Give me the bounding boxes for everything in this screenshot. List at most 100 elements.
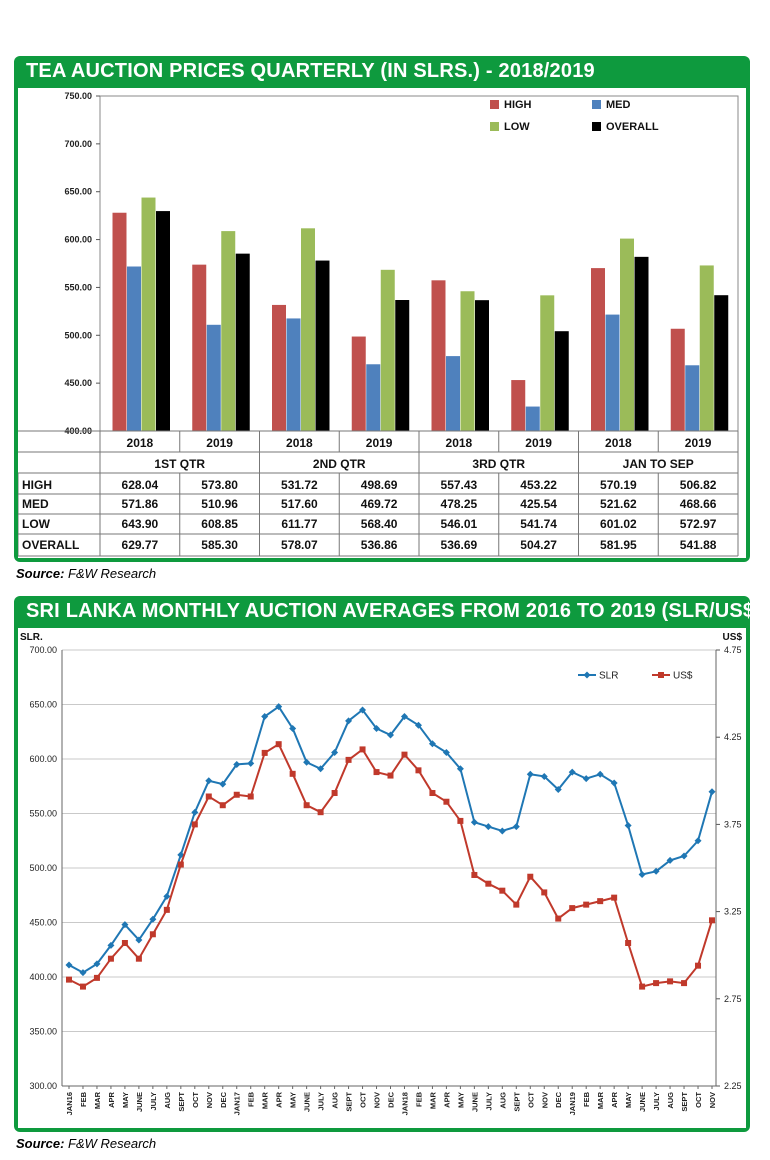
- x-tick-label-22: NOV: [373, 1092, 382, 1108]
- point-slr-41: [638, 871, 646, 879]
- left-tick-label: 450.00: [29, 918, 57, 928]
- x-tick-label-27: APR: [442, 1091, 451, 1107]
- point-ususd-1: [79, 983, 86, 990]
- point-ususd-45: [695, 962, 702, 969]
- left-tick-label: 400.00: [29, 972, 57, 982]
- table-cell-med-2: 517.60: [281, 497, 318, 511]
- bar-med-2: [286, 318, 301, 431]
- point-ususd-15: [275, 741, 282, 748]
- point-ususd-38: [597, 898, 604, 905]
- legend-marker-slr: [583, 671, 591, 679]
- category-label-7: 2019: [685, 436, 712, 450]
- table-cell-high-2: 531.72: [281, 478, 318, 492]
- category-label-3: 2019: [366, 436, 393, 450]
- x-tick-label-8: SEPT: [177, 1092, 186, 1112]
- x-tick-label-35: DEC: [554, 1091, 563, 1107]
- point-ususd-3: [107, 955, 114, 962]
- x-tick-label-6: JULY: [149, 1092, 158, 1110]
- point-slr-5: [135, 936, 143, 944]
- x-tick-label-24: JAN18: [400, 1092, 409, 1115]
- point-ususd-41: [639, 983, 646, 990]
- point-ususd-33: [527, 873, 534, 880]
- x-tick-label-10: NOV: [205, 1092, 214, 1108]
- point-slr-0: [65, 961, 73, 969]
- group-label-3: JAN TO SEP: [623, 457, 694, 471]
- left-tick-label: 300.00: [29, 1081, 57, 1091]
- point-slr-42: [652, 867, 660, 875]
- point-ususd-4: [121, 939, 128, 946]
- table-cell-high-6: 570.19: [600, 478, 637, 492]
- x-tick-label-33: OCT: [526, 1092, 535, 1108]
- point-ususd-25: [415, 767, 422, 774]
- point-ususd-21: [359, 746, 366, 753]
- monthly-averages-panel: SRI LANKA MONTHLY AUCTION AVERAGES FROM …: [14, 596, 761, 1132]
- x-tick-label-46: NOV: [708, 1092, 717, 1108]
- bar-low-1: [221, 231, 236, 431]
- point-ususd-2: [93, 974, 100, 981]
- right-tick-label: 4.75: [724, 645, 742, 655]
- legend-swatch-high: [490, 100, 499, 109]
- point-ususd-9: [191, 821, 198, 828]
- point-slr-32: [512, 823, 520, 831]
- bar-overall-4: [475, 300, 489, 431]
- x-tick-label-14: MAR: [261, 1091, 270, 1109]
- point-slr-11: [219, 780, 227, 788]
- bar-med-5: [525, 406, 540, 431]
- bar-low-0: [141, 197, 156, 431]
- table-row-label-low: LOW: [22, 517, 51, 531]
- source-note-1: Source: F&W Research: [16, 566, 157, 581]
- bar-high-6: [591, 268, 605, 431]
- bar-low-7: [699, 265, 714, 431]
- point-ususd-13: [247, 793, 254, 800]
- table-cell-med-1: 510.96: [201, 497, 238, 511]
- legend-label-high: HIGH: [504, 99, 532, 111]
- x-tick-label-42: JULY: [652, 1092, 661, 1110]
- bar-low-5: [540, 295, 555, 431]
- table-cell-med-3: 469.72: [361, 497, 398, 511]
- bar-med-3: [366, 364, 381, 431]
- legend-marker-ususd: [658, 672, 664, 678]
- x-tick-label-1: FEB: [79, 1091, 88, 1107]
- bar-overall-1: [235, 253, 250, 431]
- point-ususd-10: [205, 793, 212, 800]
- table-cell-high-4: 557.43: [441, 478, 478, 492]
- x-tick-label-15: APR: [275, 1091, 284, 1107]
- point-slr-3: [107, 941, 115, 949]
- x-tick-label-34: NOV: [540, 1092, 549, 1108]
- monthly-chart-title: SRI LANKA MONTHLY AUCTION AVERAGES FROM …: [26, 600, 762, 622]
- point-ususd-16: [289, 770, 296, 777]
- source-note-2: Source: F&W Research: [16, 1136, 157, 1151]
- point-ususd-26: [429, 790, 436, 797]
- legend-label-slr: SLR: [599, 671, 618, 682]
- category-label-5: 2019: [525, 436, 552, 450]
- table-cell-overall-5: 504.27: [520, 538, 557, 552]
- point-ususd-32: [513, 901, 520, 908]
- point-slr-29: [470, 818, 478, 826]
- group-label-0: 1ST QTR: [154, 457, 205, 471]
- table-cell-overall-4: 536.69: [441, 538, 478, 552]
- category-label-4: 2018: [446, 436, 473, 450]
- table-cell-overall-1: 585.30: [201, 538, 238, 552]
- point-ususd-8: [177, 861, 184, 868]
- point-slr-17: [303, 758, 311, 766]
- bar-med-7: [685, 365, 700, 431]
- right-tick-label: 2.25: [724, 1081, 742, 1091]
- table-cell-overall-7: 541.88: [680, 538, 717, 552]
- point-slr-46: [708, 788, 716, 796]
- quarterly-prices-panel: TEA AUCTION PRICES QUARTERLY (IN SLRS.) …: [14, 56, 750, 562]
- point-ususd-46: [709, 917, 715, 924]
- bar-low-2: [301, 228, 315, 431]
- table-cell-low-6: 601.02: [600, 517, 637, 531]
- x-tick-label-37: FEB: [582, 1091, 591, 1107]
- legend-label-med: MED: [606, 99, 631, 111]
- table-cell-high-7: 506.82: [680, 478, 717, 492]
- x-tick-label-21: OCT: [359, 1092, 368, 1108]
- x-tick-label-28: MAY: [456, 1092, 465, 1108]
- point-ususd-7: [163, 906, 170, 913]
- bar-high-2: [272, 304, 286, 431]
- x-tick-label-16: MAY: [289, 1092, 298, 1108]
- right-tick-label: 4.25: [724, 732, 742, 742]
- point-ususd-31: [499, 887, 506, 894]
- point-ususd-27: [443, 798, 450, 805]
- point-slr-23: [387, 731, 394, 739]
